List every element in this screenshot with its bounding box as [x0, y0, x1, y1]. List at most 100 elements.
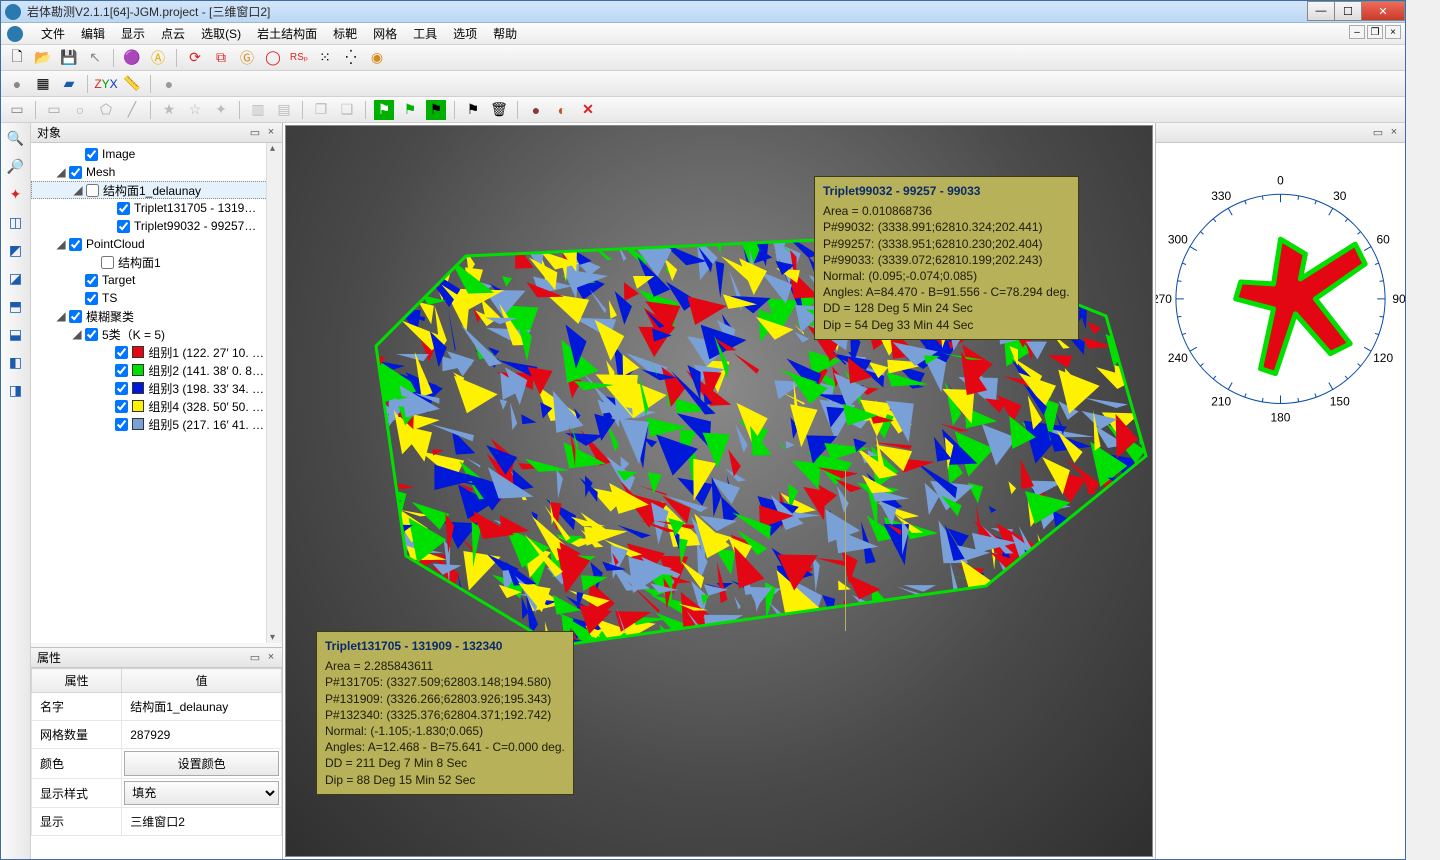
panel-close-icon[interactable]: × — [264, 125, 278, 139]
flag-green1-icon[interactable]: ⚑ — [374, 100, 394, 120]
tree-checkbox[interactable] — [86, 184, 99, 197]
compass-view[interactable]: 0306090120150180210240270300330 — [1156, 143, 1405, 445]
new-icon[interactable]: 🗋 — [7, 48, 27, 68]
tree-node[interactable]: Image — [31, 145, 282, 163]
mdi-restore-button[interactable]: ❐ — [1367, 25, 1383, 39]
axis-small-icon[interactable]: ✦ — [5, 183, 27, 205]
cluster1-icon[interactable]: ⁙ — [315, 48, 335, 68]
poly-icon[interactable]: ⬠ — [96, 100, 116, 120]
cube3-icon[interactable]: ◪ — [5, 267, 27, 289]
cloud-color-icon[interactable]: 🟣 — [122, 48, 142, 68]
tree-checkbox[interactable] — [69, 238, 82, 251]
menu-文件[interactable]: 文件 — [33, 23, 73, 44]
tree-node[interactable]: ◢模糊聚类 — [31, 307, 282, 325]
cube6-icon[interactable]: ◧ — [5, 351, 27, 373]
prop-close-icon[interactable]: × — [264, 650, 278, 664]
annotation-icon[interactable]: Ⓐ — [148, 48, 168, 68]
title-bar[interactable]: 岩体勘测V2.1.1[64]-JGM.project - [三维窗口2] — ☐… — [1, 1, 1405, 23]
dot2-icon[interactable]: ◐ — [552, 100, 572, 120]
star1-icon[interactable]: ★ — [159, 100, 179, 120]
trash-icon[interactable]: 🗑 — [489, 100, 509, 120]
tree-node[interactable]: Target — [31, 271, 282, 289]
globe-icon[interactable]: ◉ — [367, 48, 387, 68]
axis-icon[interactable]: ZYX — [96, 74, 116, 94]
flag-green3-icon[interactable]: ⚑ — [426, 100, 446, 120]
tree-node[interactable]: ◢Mesh — [31, 163, 282, 181]
compass-close-icon[interactable]: × — [1387, 125, 1401, 139]
tree-checkbox[interactable] — [115, 382, 128, 395]
tree-node[interactable]: 组别3 (198. 33′ 34. … — [31, 379, 282, 397]
viewport-3d[interactable]: Triplet99032 - 99257 - 99033 Area = 0.01… — [285, 125, 1153, 857]
tree-checkbox[interactable] — [115, 364, 128, 377]
cube1-icon[interactable]: ◫ — [5, 211, 27, 233]
cluster2-icon[interactable]: ⁛ — [341, 48, 361, 68]
lasso-icon[interactable]: ◯ — [263, 48, 283, 68]
rect-icon[interactable]: ▭ — [44, 100, 64, 120]
ball-icon[interactable]: ● — [159, 74, 179, 94]
tree-checkbox[interactable] — [117, 202, 130, 215]
tree-node[interactable]: 组别1 (122. 27′ 10. … — [31, 343, 282, 361]
tree-node[interactable]: TS — [31, 289, 282, 307]
zoom-in-icon[interactable]: 🔍 — [5, 127, 27, 149]
tree-checkbox[interactable] — [69, 310, 82, 323]
sheet1-icon[interactable]: ▥ — [248, 100, 268, 120]
menu-编辑[interactable]: 编辑 — [73, 23, 113, 44]
tree-checkbox[interactable] — [115, 418, 128, 431]
object-panel-header[interactable]: 对象 ▭× — [31, 123, 282, 143]
tree-node[interactable]: ◢结构面1_delaunay — [31, 181, 282, 199]
cube4-icon[interactable]: ⬒ — [5, 295, 27, 317]
set-color-button[interactable]: 设置颜色 — [124, 751, 279, 776]
flag-black-icon[interactable]: ⚑ — [463, 100, 483, 120]
tree-node[interactable]: 组别4 (328. 50′ 50. … — [31, 397, 282, 415]
prop-float-icon[interactable]: ▭ — [248, 650, 262, 664]
polyline-icon[interactable]: ⧉ — [211, 48, 231, 68]
terrain-icon[interactable]: ▰ — [59, 74, 79, 94]
cube2-icon[interactable]: ◩ — [5, 239, 27, 261]
line-icon[interactable]: ╱ — [122, 100, 142, 120]
sheet2-icon[interactable]: ▤ — [274, 100, 294, 120]
tree-checkbox[interactable] — [85, 292, 98, 305]
tree-checkbox[interactable] — [85, 148, 98, 161]
cube7-icon[interactable]: ◨ — [5, 379, 27, 401]
ruler-icon[interactable]: 📏 — [122, 74, 142, 94]
display-style-select[interactable]: 填充 — [124, 781, 279, 805]
copy1-icon[interactable]: ❐ — [311, 100, 331, 120]
menu-岩土结构面[interactable]: 岩土结构面 — [249, 23, 325, 44]
grid-icon[interactable]: ▦ — [33, 74, 53, 94]
menu-工具[interactable]: 工具 — [405, 23, 445, 44]
menu-标靶[interactable]: 标靶 — [325, 23, 365, 44]
tree-node[interactable]: ◢PointCloud — [31, 235, 282, 253]
tree-node[interactable]: Triplet131705 - 1319… — [31, 199, 282, 217]
tree-node[interactable]: 组别5 (217. 16′ 41. … — [31, 415, 282, 433]
compass-panel-header[interactable]: ▭× — [1156, 123, 1405, 143]
mdi-close-button[interactable]: × — [1385, 25, 1401, 39]
panel-float-icon[interactable]: ▭ — [248, 125, 262, 139]
menu-选项[interactable]: 选项 — [445, 23, 485, 44]
flag-green2-icon[interactable]: ⚑ — [400, 100, 420, 120]
maximize-button[interactable]: ☐ — [1334, 1, 1362, 21]
copy2-icon[interactable]: ❏ — [337, 100, 357, 120]
tree-checkbox[interactable] — [85, 274, 98, 287]
tree-checkbox[interactable] — [115, 400, 128, 413]
x-icon[interactable]: ✕ — [578, 100, 598, 120]
close-button[interactable]: ✕ — [1361, 1, 1405, 21]
zoom-out-icon[interactable]: 🔎 — [5, 155, 27, 177]
menu-选取(S)[interactable]: 选取(S) — [193, 23, 249, 44]
mdi-minimize-button[interactable]: – — [1349, 25, 1365, 39]
cube5-icon[interactable]: ⬓ — [5, 323, 27, 345]
refresh-icon[interactable]: ⟳ — [185, 48, 205, 68]
minimize-button[interactable]: — — [1307, 1, 1335, 21]
tree-checkbox[interactable] — [101, 256, 114, 269]
property-panel-header[interactable]: 属性 ▭× — [31, 648, 282, 668]
tree-checkbox[interactable] — [69, 166, 82, 179]
tree-node[interactable]: 结构面1 — [31, 253, 282, 271]
select-box-icon[interactable]: ▭ — [7, 100, 27, 120]
pointer-icon[interactable]: ↖ — [85, 48, 105, 68]
object-tree[interactable]: Image◢Mesh◢结构面1_delaunayTriplet131705 - … — [31, 143, 282, 643]
menu-帮助[interactable]: 帮助 — [485, 23, 525, 44]
menu-网格[interactable]: 网格 — [365, 23, 405, 44]
tree-checkbox[interactable] — [115, 346, 128, 359]
rsp-icon[interactable]: RSₚ — [289, 48, 309, 68]
g-icon[interactable]: Ⓖ — [237, 48, 257, 68]
tree-scrollbar[interactable] — [266, 143, 282, 643]
